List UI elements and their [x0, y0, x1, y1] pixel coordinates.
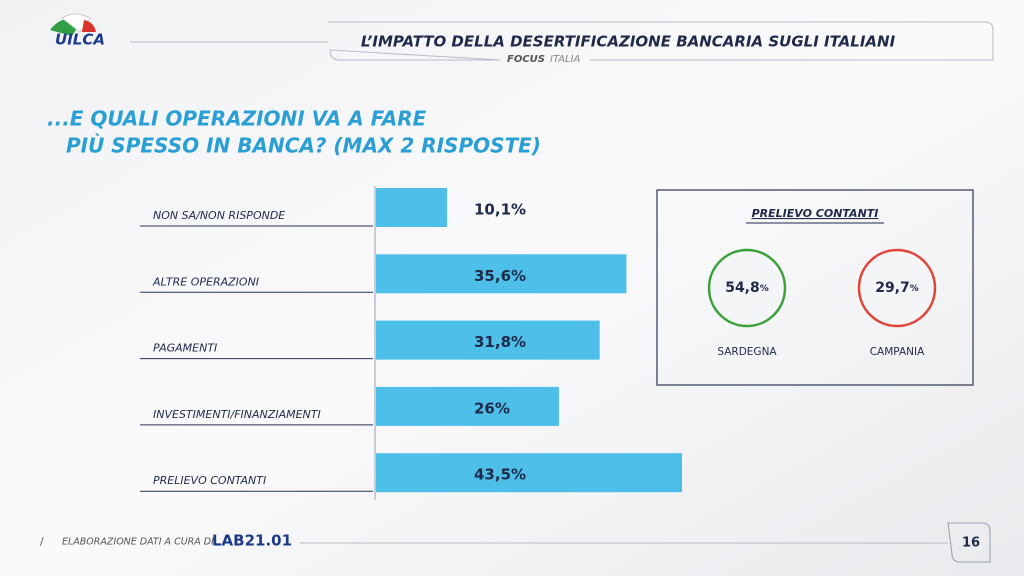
- value-label: 31,8%: [474, 333, 526, 351]
- footer-slash: /: [40, 535, 44, 548]
- question-line: ...E QUALI OPERAZIONI VA A FARE: [47, 107, 427, 131]
- ring: [707, 248, 787, 328]
- value-label: 43,5%: [474, 466, 526, 484]
- item-value: 29,7%: [875, 280, 919, 296]
- header-title: L’IMPATTO DELLA DESERTIFICAZIONE BANCARI…: [361, 33, 896, 51]
- category-label: ALTRE OPERAZIONI: [152, 275, 259, 288]
- value-label: 10,1%: [474, 201, 526, 219]
- bar: [376, 386, 559, 426]
- item-unit: %: [910, 284, 919, 294]
- category-label: INVESTIMENTI/FINANZIAMENTI: [153, 408, 321, 421]
- footer-credit: ELABORAZIONE DATI A CURA DI: [62, 537, 214, 548]
- bar: [376, 453, 682, 493]
- value-label: 35,6%: [474, 267, 526, 285]
- bar-chart: NON SA/NON RISPONDE 10,1% ALTRE OPERAZIONI…: [140, 188, 682, 493]
- bar: [376, 254, 627, 294]
- bar: [376, 320, 600, 360]
- header-frame: [328, 21, 994, 61]
- category-label: PRELIEVO CONTANTI: [153, 474, 266, 487]
- focus-area: ITALIA: [550, 54, 581, 65]
- focus: FOCUS: [507, 54, 545, 65]
- side-panel: [656, 189, 974, 386]
- question-line: PIÙ SPESSO IN BANCA? (MAX 2 RISPOSTE): [66, 134, 541, 158]
- item-unit: %: [760, 284, 769, 294]
- logo-text: UILCA: [55, 31, 105, 49]
- bar: [376, 188, 448, 227]
- item-name: SARDEGNA: [717, 346, 777, 358]
- item-name: CAMPANIA: [870, 346, 925, 358]
- category-label: PAGAMENTI: [153, 342, 217, 355]
- item-label: 29,7: [875, 280, 910, 296]
- page-number: 16: [962, 536, 980, 551]
- footer-lab: LAB21.01: [212, 532, 292, 550]
- side-items: 54,8% SARDEGNA 29,7% CAMPANIA: [707, 248, 937, 358]
- page-box: [947, 522, 991, 563]
- category-label: NON SA/NON RISPONDE: [153, 209, 285, 222]
- ring: [857, 248, 937, 328]
- item-value: 54,8%: [725, 280, 769, 296]
- value-label: 26%: [474, 399, 510, 417]
- logo: UILCA: [50, 13, 105, 49]
- side-title: PRELIEVO CONTANTI: [752, 207, 879, 220]
- item-label: 54,8: [725, 280, 760, 296]
